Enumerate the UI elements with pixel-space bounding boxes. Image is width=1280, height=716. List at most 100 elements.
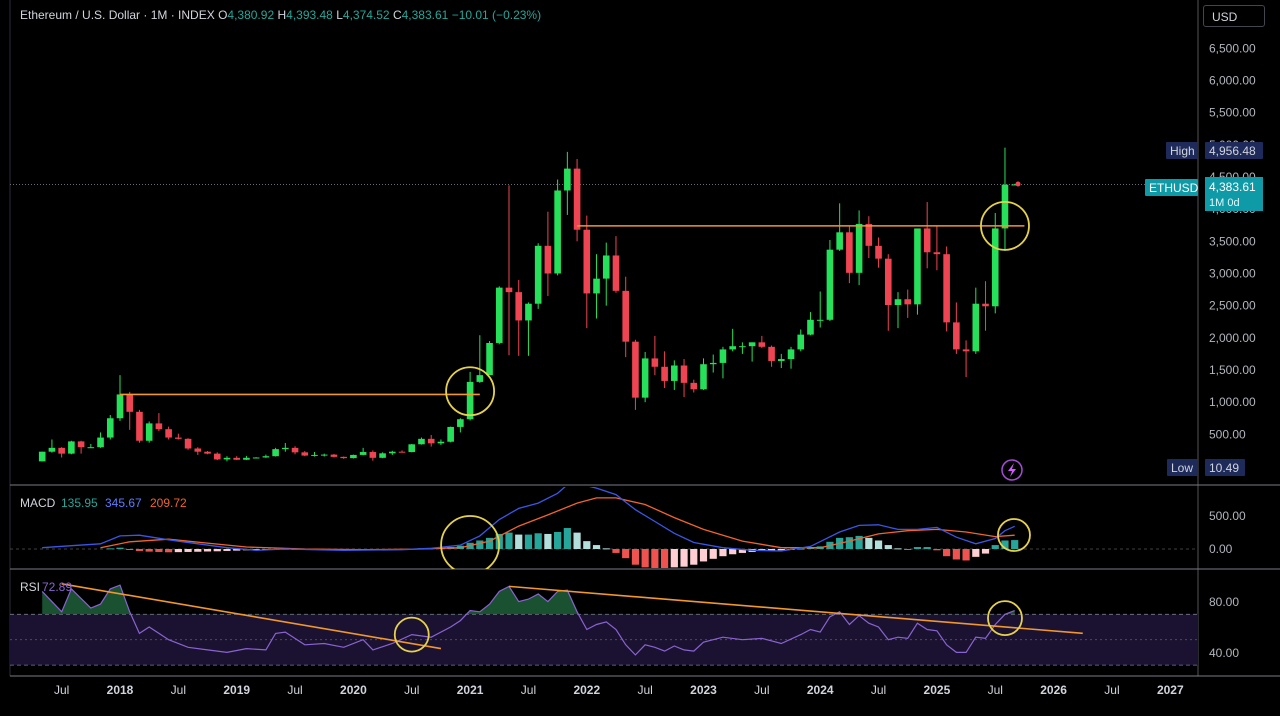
candle-body: [457, 419, 464, 427]
rsi-title: RSI: [20, 580, 40, 594]
rsi-trendline: [61, 583, 442, 650]
close-value: 4,383.61: [401, 8, 449, 22]
macd-histogram-bar: [1001, 540, 1009, 549]
macd-histogram-bar: [855, 535, 863, 549]
candle-body: [466, 381, 474, 420]
macd-histogram-bar: [106, 548, 114, 550]
price-tick-label: 1,500.00: [1209, 363, 1256, 377]
macd-histogram-bar: [661, 549, 669, 568]
candle: [778, 353, 785, 369]
candle-body: [826, 249, 834, 320]
candle-body: [923, 228, 931, 253]
candle: [865, 216, 873, 259]
candle: [622, 276, 629, 358]
low-value-tag-bg: [1205, 459, 1245, 476]
candle: [77, 440, 85, 454]
candle: [515, 279, 523, 356]
candle-body: [1001, 184, 1009, 229]
time-tick-label: 2018: [107, 683, 134, 697]
macd-histogram-bar: [515, 534, 523, 549]
macd-histogram-bar: [622, 549, 630, 559]
last-symbol-tag-text: ETHUSD: [1149, 181, 1199, 195]
macd-histogram-bar: [223, 549, 231, 551]
last-price-tag: 4,383.61 1M 0d: [1205, 177, 1263, 211]
candle: [58, 447, 65, 458]
price-tick-label: 1,000.00: [1209, 395, 1256, 409]
candle-body: [155, 423, 163, 430]
candle: [836, 203, 843, 251]
candle-body: [778, 359, 785, 361]
candle: [457, 418, 464, 433]
candle-body: [437, 441, 445, 444]
candle-body: [622, 290, 629, 342]
macd-recent-circle: [997, 518, 1031, 552]
candle: [243, 455, 250, 461]
candle: [136, 409, 143, 443]
time-tick-label: Jul: [754, 683, 769, 697]
macd-histogram-bar: [981, 549, 990, 554]
candle: [97, 432, 104, 448]
macd-signal-line: [100, 497, 1015, 551]
time-tick-label: 2022: [573, 683, 600, 697]
open-label: O: [218, 8, 228, 22]
candle: [923, 202, 931, 269]
rsi-highlight-circle: [987, 600, 1023, 637]
time-tick-label: Jul: [871, 683, 886, 697]
macd-histogram-bar: [524, 534, 533, 549]
candle: [894, 292, 902, 329]
candle-body: [320, 454, 328, 456]
currency-button[interactable]: USD: [1203, 5, 1265, 27]
macd-histogram-bar: [203, 549, 212, 552]
lightning-icon: [1001, 459, 1023, 481]
candle-body: [427, 438, 435, 444]
candle: [962, 340, 970, 378]
candle-body: [748, 342, 756, 347]
candle-body: [602, 255, 610, 279]
candle: [106, 415, 114, 440]
candle-body: [593, 278, 600, 294]
candle-body: [68, 441, 75, 454]
candle-body: [943, 254, 950, 323]
macd-histogram-bar: [719, 549, 727, 557]
rsi-highlight-circle: [393, 616, 430, 653]
candle: [564, 151, 571, 215]
macd-histogram-bar: [894, 548, 902, 550]
candle-body: [505, 287, 513, 293]
candle-body: [787, 349, 795, 360]
macd-histogram-bar: [797, 548, 805, 550]
high-value-tag-text: 4,956.48: [1209, 144, 1256, 158]
candle-body: [87, 447, 95, 449]
symbol-title[interactable]: Ethereum / U.S. Dollar · 1M · INDEX: [20, 8, 215, 22]
high-value-tag: 4,956.48: [1205, 142, 1263, 159]
candle: [223, 456, 231, 462]
candle: [846, 226, 853, 284]
candle: [311, 452, 318, 457]
candle: [700, 358, 707, 390]
high-label: H: [277, 8, 287, 22]
candle: [933, 225, 941, 271]
candle-body: [116, 394, 124, 419]
candle: [826, 240, 834, 322]
candle-body: [223, 457, 231, 460]
macd-histogram-bar: [874, 540, 883, 549]
macd-histogram-bar: [194, 549, 202, 552]
candle-body: [408, 444, 416, 453]
candle-body: [486, 342, 493, 376]
low-label-tag: Low: [1167, 459, 1198, 476]
candle: [495, 286, 503, 345]
candle: [661, 351, 668, 389]
candle: [330, 453, 338, 458]
macd-line: [42, 487, 1015, 552]
candle: [875, 237, 882, 268]
candle: [398, 450, 406, 453]
breakout-highlight-circle: [980, 200, 1030, 251]
macd-histogram-bar: [670, 549, 678, 568]
macd-histogram-bar: [884, 545, 892, 549]
time-tick-label: 2026: [1040, 683, 1067, 697]
candle-body: [972, 303, 980, 352]
time-tick-label: Jul: [404, 683, 419, 697]
macd-histogram-bar: [738, 549, 746, 553]
price-tick-label: 2,000.00: [1209, 331, 1256, 345]
candle-body: [982, 303, 989, 307]
